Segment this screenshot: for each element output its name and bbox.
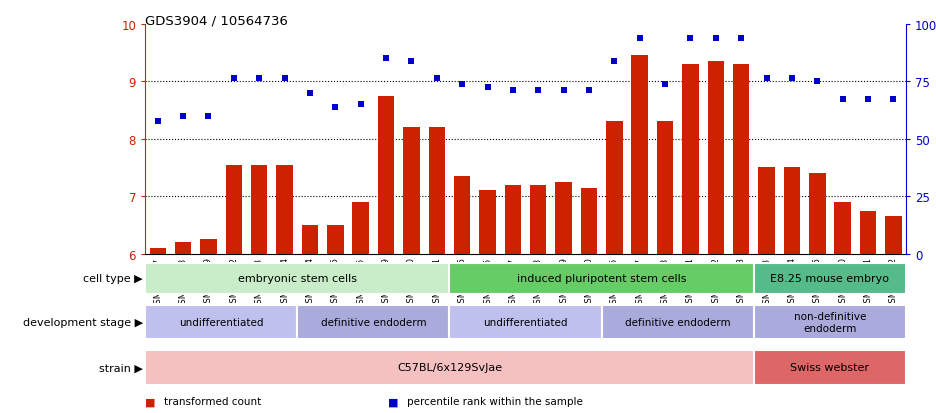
Point <box>353 102 368 108</box>
Text: percentile rank within the sample: percentile rank within the sample <box>407 396 583 406</box>
Bar <box>657 122 673 254</box>
Text: non-definitive
endoderm: non-definitive endoderm <box>794 311 866 333</box>
Text: ■: ■ <box>145 396 155 406</box>
Bar <box>809 174 826 254</box>
Bar <box>200 240 217 254</box>
Bar <box>632 56 648 254</box>
Bar <box>353 202 369 254</box>
Point <box>607 59 622 65</box>
Bar <box>429 128 445 254</box>
Point <box>531 88 546 94</box>
Point <box>277 76 292 83</box>
Text: transformed count: transformed count <box>164 396 261 406</box>
Bar <box>505 185 521 254</box>
Point <box>810 79 825 85</box>
Bar <box>682 65 698 254</box>
Bar <box>602 305 753 339</box>
Bar <box>327 225 344 254</box>
Point <box>430 76 445 83</box>
Point <box>734 36 749 43</box>
Bar <box>885 217 901 254</box>
Bar <box>276 165 293 254</box>
Point <box>201 113 216 120</box>
Bar <box>150 248 166 254</box>
Point <box>658 82 673 88</box>
Text: definitive endoderm: definitive endoderm <box>320 317 426 327</box>
Bar <box>733 65 750 254</box>
Bar <box>175 242 191 254</box>
Bar <box>753 263 906 294</box>
Text: ■: ■ <box>388 396 399 406</box>
Text: development stage ▶: development stage ▶ <box>22 317 143 327</box>
Point <box>885 96 900 102</box>
Text: undifferentiated: undifferentiated <box>483 317 568 327</box>
Bar <box>758 168 775 254</box>
Point <box>835 96 850 102</box>
Text: embryonic stem cells: embryonic stem cells <box>238 274 357 284</box>
Bar <box>479 191 496 254</box>
Bar <box>753 305 906 339</box>
Point <box>480 85 495 91</box>
Bar <box>403 128 419 254</box>
Bar <box>580 188 597 254</box>
Text: strain ▶: strain ▶ <box>99 363 143 373</box>
Text: cell type ▶: cell type ▶ <box>83 274 143 284</box>
Bar <box>454 177 471 254</box>
Point <box>455 82 470 88</box>
Point <box>556 88 571 94</box>
Text: C57BL/6x129SvJae: C57BL/6x129SvJae <box>397 363 502 373</box>
Text: E8.25 mouse embryo: E8.25 mouse embryo <box>770 274 889 284</box>
Point <box>709 36 724 43</box>
Text: GDS3904 / 10564736: GDS3904 / 10564736 <box>145 14 288 27</box>
Bar <box>378 96 394 254</box>
Text: Swiss webster: Swiss webster <box>790 363 870 373</box>
Bar <box>449 263 753 294</box>
Bar <box>607 122 622 254</box>
Bar <box>753 351 906 385</box>
Bar <box>555 183 572 254</box>
Bar <box>783 168 800 254</box>
Point <box>784 76 799 83</box>
Point <box>683 36 698 43</box>
Text: definitive endoderm: definitive endoderm <box>625 317 731 327</box>
Point <box>860 96 875 102</box>
Point <box>378 56 393 62</box>
Point <box>302 90 317 97</box>
Bar <box>301 225 318 254</box>
Point <box>505 88 520 94</box>
Point <box>252 76 267 83</box>
Bar <box>834 202 851 254</box>
Bar <box>251 165 268 254</box>
Point <box>759 76 774 83</box>
Point <box>632 36 647 43</box>
Point <box>404 59 419 65</box>
Bar <box>145 305 298 339</box>
Bar <box>145 351 753 385</box>
Bar <box>298 305 449 339</box>
Bar <box>226 165 242 254</box>
Bar <box>708 62 724 254</box>
Bar <box>530 185 547 254</box>
Point <box>227 76 241 83</box>
Point <box>176 113 191 120</box>
Point <box>151 119 166 126</box>
Text: undifferentiated: undifferentiated <box>179 317 263 327</box>
Point <box>328 104 343 111</box>
Text: induced pluripotent stem cells: induced pluripotent stem cells <box>517 274 686 284</box>
Bar <box>145 263 449 294</box>
Bar <box>449 305 602 339</box>
Point <box>581 88 596 94</box>
Bar <box>860 211 876 254</box>
